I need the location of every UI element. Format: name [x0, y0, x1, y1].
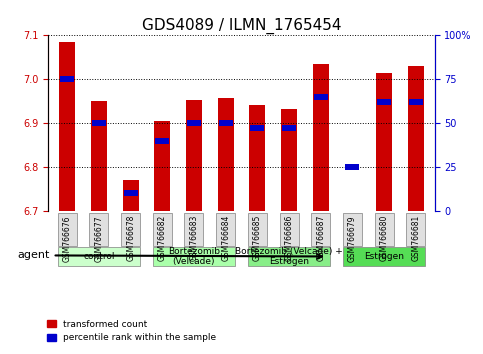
- Text: GSM766681: GSM766681: [411, 215, 420, 261]
- Bar: [218, 98, 234, 211]
- Bar: [345, 164, 359, 170]
- Bar: [187, 120, 201, 126]
- Bar: [91, 101, 107, 211]
- Bar: [59, 42, 75, 211]
- FancyBboxPatch shape: [311, 213, 330, 246]
- FancyBboxPatch shape: [374, 213, 394, 246]
- Text: GSM766682: GSM766682: [158, 215, 167, 261]
- Bar: [155, 137, 170, 144]
- Bar: [92, 120, 106, 126]
- FancyBboxPatch shape: [89, 213, 109, 246]
- Legend: transformed count, percentile rank within the sample: transformed count, percentile rank withi…: [43, 316, 220, 346]
- Text: GSM766687: GSM766687: [316, 215, 325, 262]
- Bar: [60, 76, 74, 82]
- FancyBboxPatch shape: [406, 213, 425, 246]
- Bar: [377, 99, 391, 105]
- Text: GSM766677: GSM766677: [95, 215, 103, 262]
- Text: control: control: [83, 252, 115, 261]
- Bar: [376, 73, 392, 211]
- Text: Bortezomib (Velcade) +
Estrogen: Bortezomib (Velcade) + Estrogen: [235, 247, 343, 266]
- FancyBboxPatch shape: [248, 213, 267, 246]
- Title: GDS4089 / ILMN_1765454: GDS4089 / ILMN_1765454: [142, 18, 341, 34]
- Text: GSM766678: GSM766678: [126, 215, 135, 262]
- Bar: [313, 94, 328, 100]
- Bar: [123, 180, 139, 211]
- Bar: [155, 121, 170, 211]
- FancyBboxPatch shape: [153, 213, 172, 246]
- Text: Estrogen: Estrogen: [364, 252, 404, 261]
- Text: GSM766676: GSM766676: [63, 215, 72, 262]
- Bar: [313, 64, 328, 211]
- FancyBboxPatch shape: [280, 213, 298, 246]
- FancyBboxPatch shape: [343, 247, 425, 266]
- Bar: [408, 66, 424, 211]
- FancyBboxPatch shape: [58, 213, 77, 246]
- FancyBboxPatch shape: [58, 247, 140, 266]
- FancyBboxPatch shape: [248, 247, 330, 266]
- Text: GSM766686: GSM766686: [284, 215, 294, 262]
- Bar: [281, 109, 297, 211]
- FancyBboxPatch shape: [343, 213, 362, 246]
- FancyBboxPatch shape: [121, 213, 140, 246]
- FancyBboxPatch shape: [185, 213, 203, 246]
- Bar: [218, 120, 233, 126]
- Text: GSM766683: GSM766683: [189, 215, 199, 262]
- Bar: [282, 125, 296, 131]
- Text: GSM766680: GSM766680: [380, 215, 388, 262]
- Text: GSM766679: GSM766679: [348, 215, 357, 262]
- Bar: [250, 125, 265, 131]
- Text: agent: agent: [17, 250, 322, 260]
- Bar: [186, 100, 202, 211]
- FancyBboxPatch shape: [216, 213, 235, 246]
- Bar: [249, 105, 265, 211]
- Bar: [409, 99, 423, 105]
- Text: GSM766685: GSM766685: [253, 215, 262, 262]
- Text: GSM766684: GSM766684: [221, 215, 230, 262]
- FancyBboxPatch shape: [153, 247, 235, 266]
- Bar: [124, 190, 138, 196]
- Text: Bortezomib
(Velcade): Bortezomib (Velcade): [168, 247, 220, 266]
